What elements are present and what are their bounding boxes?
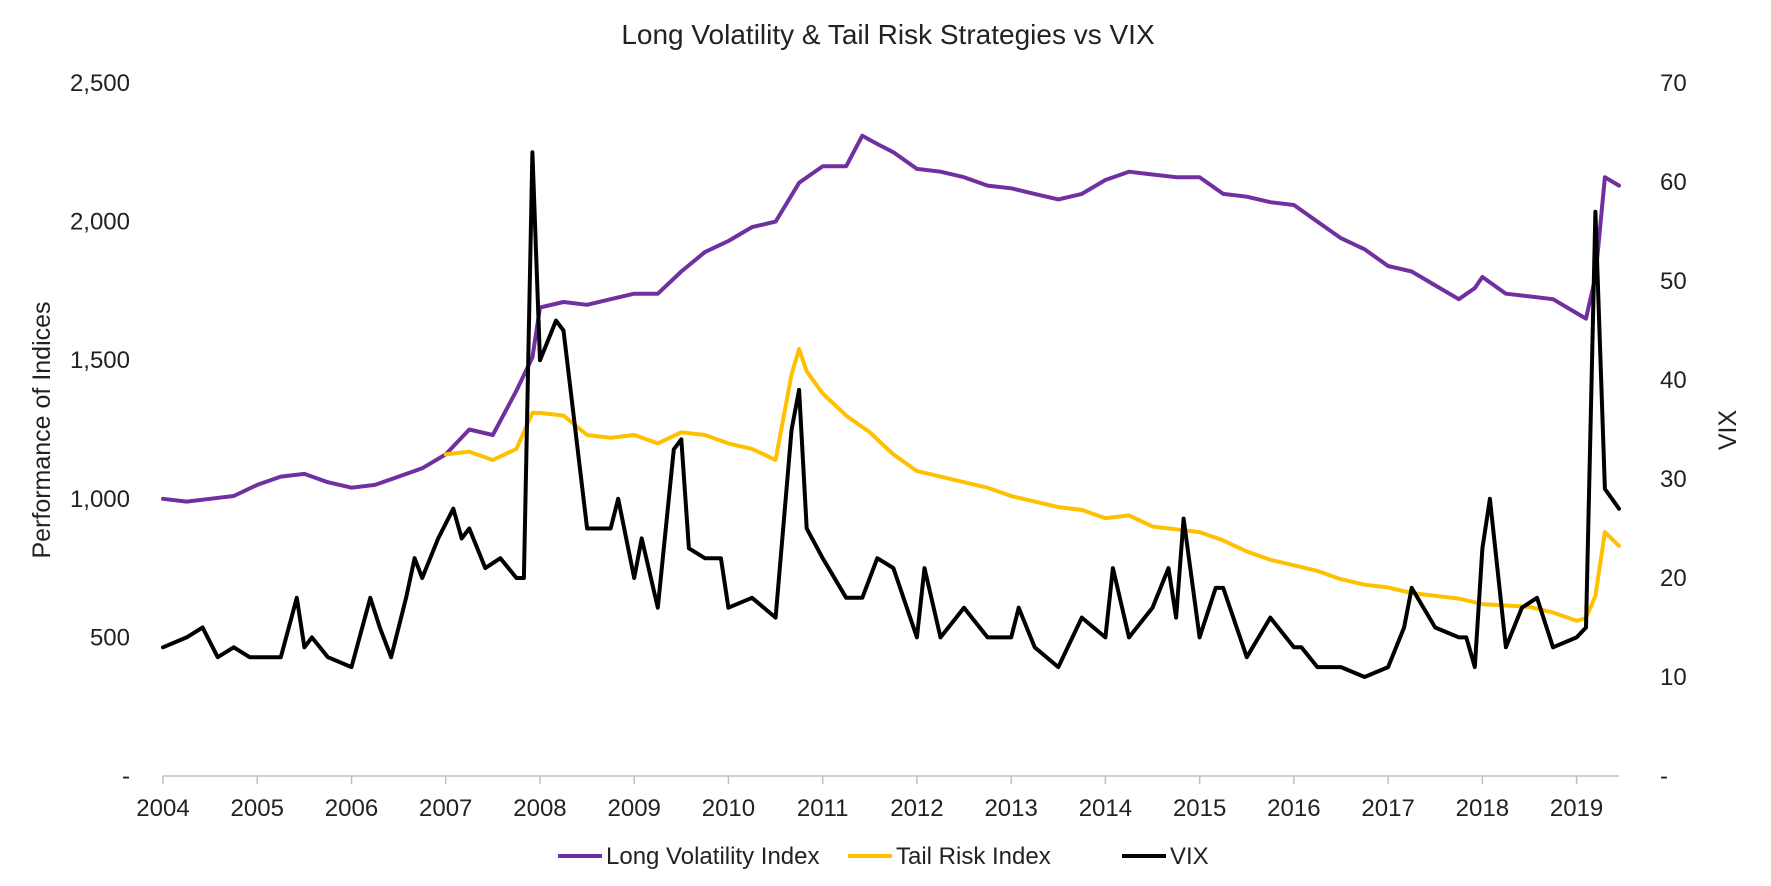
series-layer (161, 133, 1621, 679)
y2-tick-label: 50 (1660, 268, 1687, 295)
y-tick-label: 1,500 (70, 347, 130, 374)
y-tick-label: 2,000 (70, 209, 130, 236)
series-line-tail-risk-index (443, 347, 1621, 623)
x-tick-label: 2006 (325, 795, 378, 822)
legend: Long Volatility Index Tail Risk Index VIX (558, 843, 1209, 870)
x-tick-label: 2005 (231, 795, 284, 822)
x-tick-label: 2007 (419, 795, 472, 822)
y2-tick-label: 20 (1660, 565, 1687, 592)
chart-title: Long Volatility & Tail Risk Strategies v… (621, 19, 1155, 50)
x-tick-label: 2013 (984, 795, 1037, 822)
y2-tick-label: 30 (1660, 466, 1687, 493)
x-tick-label: 2012 (890, 795, 943, 822)
x-tick-label: 2015 (1173, 795, 1226, 822)
x-tick-label: 2008 (513, 795, 566, 822)
legend-label: Tail Risk Index (896, 843, 1051, 870)
legend-label: VIX (1170, 843, 1209, 870)
y2-tick-label: 70 (1660, 70, 1687, 97)
series-line-vix (161, 150, 1621, 679)
x-tick-label: 2011 (797, 795, 849, 822)
x-tick-label: 2018 (1456, 795, 1509, 822)
y2-tick-label: 60 (1660, 169, 1687, 196)
series-line-long-volatility-index (161, 133, 1621, 504)
legend-label: Long Volatility Index (606, 843, 819, 870)
x-tick-labels: 2004 2005 2006 2007 2008 2009 2010 2011 2012 2013… (136, 776, 1603, 822)
x-tick-label: 2010 (702, 795, 755, 822)
y-tick-labels: - 500 1,000 1,500 2,000 2,500 (70, 70, 130, 790)
x-tick-label: 2019 (1550, 795, 1603, 822)
x-tick-label: 2004 (136, 795, 189, 822)
y2-axis-title: VIX (1714, 410, 1742, 451)
y2-tick-label: - (1660, 763, 1668, 790)
y-tick-label: 1,000 (70, 486, 130, 513)
y-axis-title: Performance of Indices (28, 301, 56, 558)
x-tick-label: 2016 (1267, 795, 1320, 822)
y2-tick-label: 10 (1660, 664, 1687, 691)
x-tick-label: 2014 (1079, 795, 1132, 822)
x-tick-label: 2009 (608, 795, 661, 822)
x-tick-label: 2017 (1361, 795, 1414, 822)
y2-tick-labels: - 10 20 30 40 50 60 70 (1660, 70, 1687, 790)
y-tick-label: 2,500 (70, 70, 130, 97)
y2-tick-label: 40 (1660, 367, 1687, 394)
y-tick-label: 500 (90, 624, 130, 651)
y-tick-label: - (122, 763, 130, 790)
